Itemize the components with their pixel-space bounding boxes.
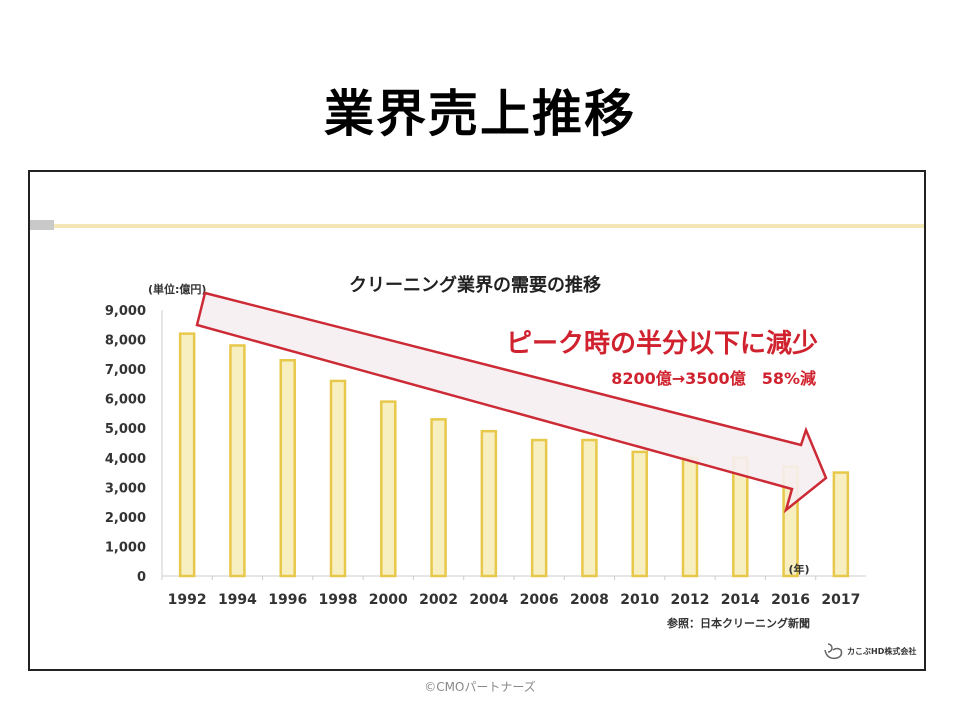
bar-2000 bbox=[380, 400, 397, 578]
x-tick-label: 1994 bbox=[218, 592, 257, 608]
x-tick-label: 2002 bbox=[419, 592, 458, 608]
logo-icon bbox=[824, 643, 843, 660]
annotation-detail: 8200億→3500億 58%減 bbox=[611, 369, 816, 388]
source-note: 参照：日本クリーニング新聞 bbox=[667, 616, 810, 630]
bar-1996 bbox=[279, 358, 296, 578]
x-tick-label: 1998 bbox=[319, 592, 358, 608]
x-tick-label: 2017 bbox=[821, 592, 860, 608]
x-tick-label: 2012 bbox=[671, 592, 710, 608]
y-tick-label: 1,000 bbox=[105, 540, 146, 555]
y-tick-label: 6,000 bbox=[105, 393, 146, 408]
y-tick-label: 4,000 bbox=[105, 452, 146, 467]
x-tick-label: 2000 bbox=[369, 592, 408, 608]
x-tick-label: 2006 bbox=[520, 592, 559, 608]
bar-2006 bbox=[530, 438, 548, 578]
bars bbox=[178, 332, 850, 578]
chart-title: クリーニング業界の需要の推移 bbox=[349, 274, 601, 296]
y-axis: 0 1,000 2,000 3,000 4,000 5,000 6,000 7,000 8,00… bbox=[105, 304, 163, 585]
slide-title: 業界売上推移 bbox=[324, 85, 636, 143]
y-tick-label: 5,000 bbox=[105, 422, 146, 437]
bar-2008 bbox=[581, 438, 598, 578]
bar-1994 bbox=[229, 344, 246, 578]
x-tick-label: 2004 bbox=[469, 592, 508, 608]
trend-arrow bbox=[195, 291, 828, 514]
bar-2002 bbox=[430, 418, 447, 578]
unit-label: (単位:億円) bbox=[148, 282, 206, 296]
y-tick-label: 0 bbox=[137, 570, 146, 585]
bar-2004 bbox=[480, 429, 498, 578]
y-tick-label: 2,000 bbox=[105, 511, 146, 526]
x-tick-label: 1992 bbox=[168, 592, 207, 608]
y-tick-label: 3,000 bbox=[105, 481, 146, 496]
bar-1992 bbox=[178, 332, 196, 578]
header-band bbox=[30, 224, 924, 228]
x-axis: 1992 1994 1996 1998 2000 2002 2004 2006 2008 2010… bbox=[161, 575, 866, 608]
y-tick-label: 8,000 bbox=[105, 334, 146, 349]
bar-2010 bbox=[631, 450, 648, 578]
x-tick-label: 2008 bbox=[570, 592, 609, 608]
y-tick-label: 7,000 bbox=[105, 363, 146, 378]
bar-2017 bbox=[832, 471, 850, 578]
footer-copyright: ©CMOパートナーズ bbox=[424, 680, 536, 694]
bar-1998 bbox=[329, 379, 347, 578]
bar-2012 bbox=[681, 456, 699, 578]
company-logo: カこぶHD株式会社 bbox=[822, 640, 916, 662]
x-tick-label: 2014 bbox=[721, 592, 760, 608]
chart-frame bbox=[28, 170, 926, 671]
annotation-headline: ピーク時の半分以下に減少 bbox=[506, 329, 818, 359]
header-band-tab bbox=[30, 220, 54, 230]
x-tick-label: 1996 bbox=[268, 592, 307, 608]
y-tick-label: 9,000 bbox=[105, 304, 146, 319]
x-axis-label: (年) bbox=[788, 562, 809, 576]
x-tick-label: 2010 bbox=[620, 592, 659, 608]
x-tick-label: 2016 bbox=[771, 592, 810, 608]
logo-text: カこぶHD株式会社 bbox=[847, 646, 917, 656]
